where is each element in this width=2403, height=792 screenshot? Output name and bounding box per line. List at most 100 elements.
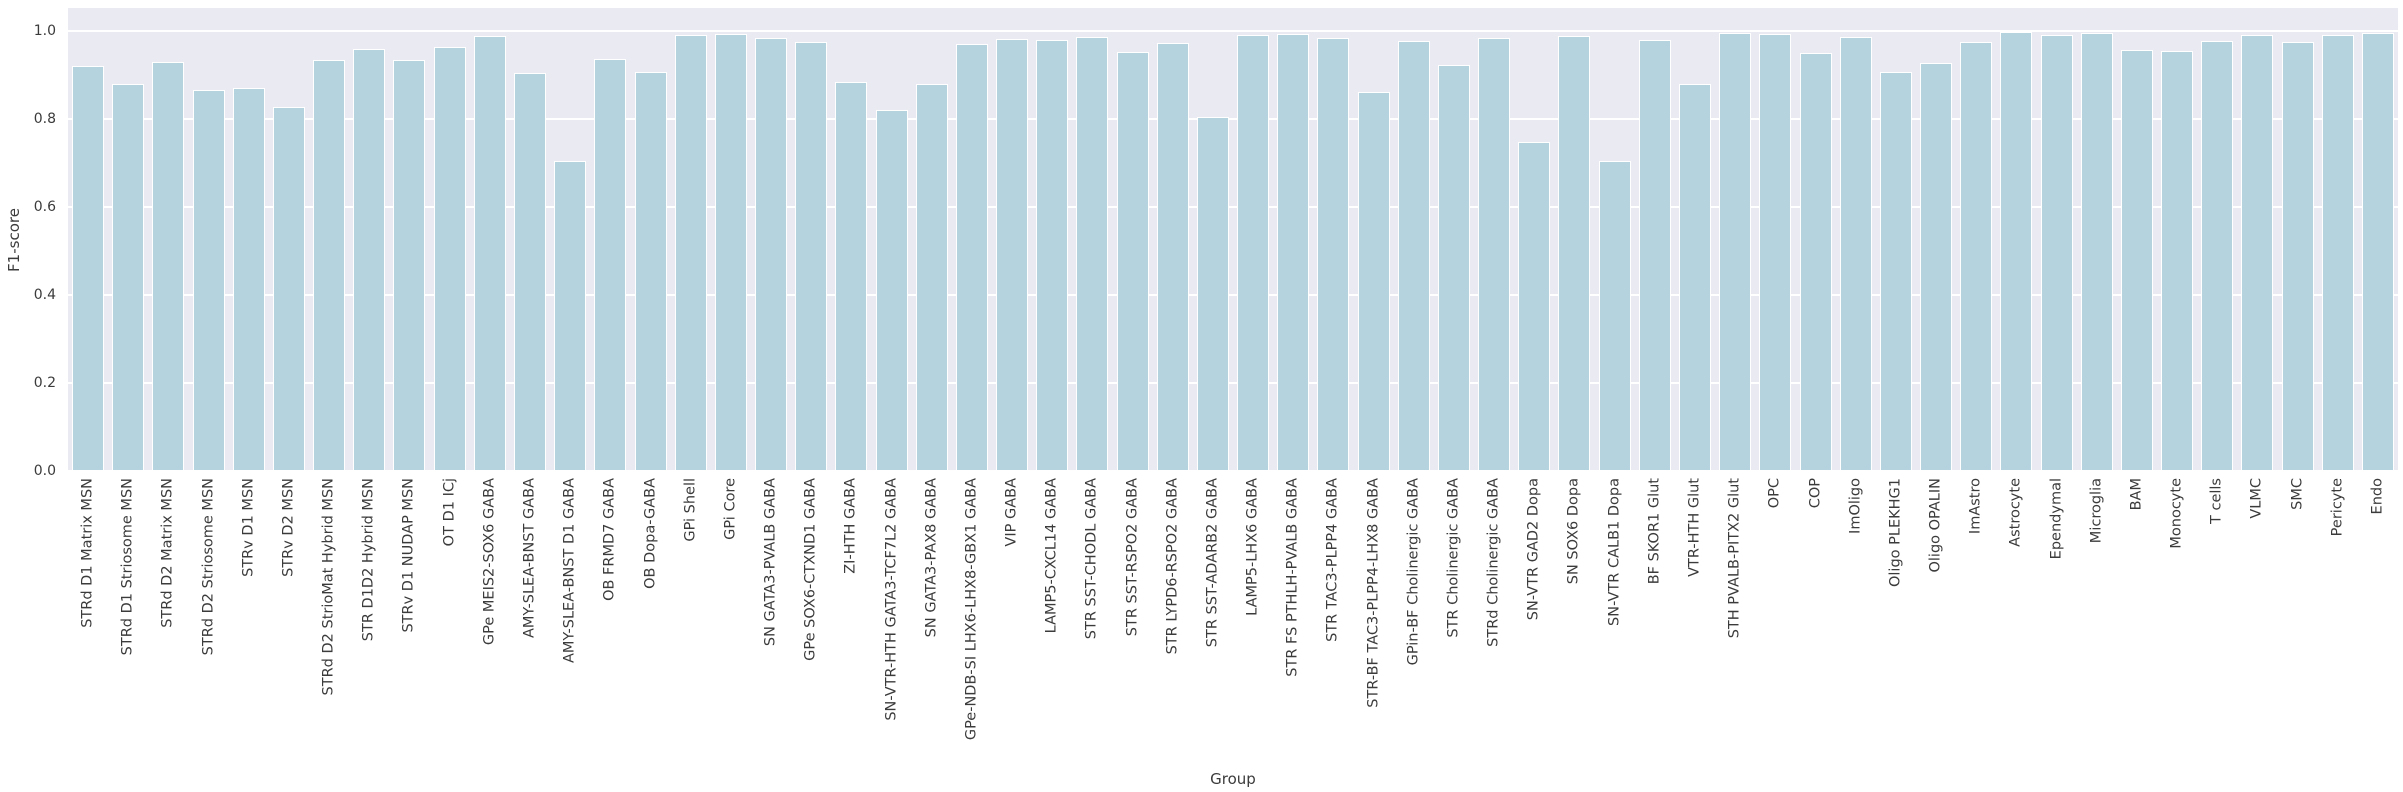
- x-tick-label: STRd D2 Striosome MSN: [200, 478, 217, 656]
- bar: [2000, 31, 2033, 471]
- bar: [2281, 42, 2314, 471]
- bar: [1196, 116, 1229, 471]
- bar: [955, 44, 988, 471]
- bar: [353, 48, 386, 471]
- bar: [1638, 39, 1671, 471]
- bar: [1156, 42, 1189, 471]
- x-tick-label: STR SST-CHODL GABA: [1083, 478, 1100, 640]
- bar: [554, 160, 587, 471]
- x-tick-label: SN GATA3-PAX8 GABA: [923, 478, 940, 638]
- bar: [1036, 39, 1069, 471]
- bar: [1277, 34, 1310, 471]
- y-tick-label: 0.0: [33, 463, 56, 479]
- bar: [996, 38, 1029, 471]
- x-tick-label: STRv D1 MSN: [240, 478, 257, 577]
- x-tick-label: GPi Core: [722, 478, 739, 540]
- gridline: [68, 470, 2398, 472]
- x-tick-label: T cells: [2208, 478, 2225, 524]
- x-tick-label: GPe SOX6-CTXND1 GABA: [802, 478, 819, 661]
- x-tick-label: SN-VTR-HTH GATA3-TCF7L2 GABA: [883, 478, 900, 721]
- bar: [1317, 38, 1350, 471]
- x-tick-label: Microglia: [2088, 478, 2105, 544]
- x-tick-label: STR FS PTHLH-PVALB GABA: [1284, 478, 1301, 677]
- x-tick-label: Ependymal: [2048, 478, 2065, 560]
- y-tick-label: 0.6: [33, 199, 56, 215]
- bar: [272, 106, 305, 471]
- gridline: [68, 206, 2398, 208]
- bar: [674, 35, 707, 471]
- x-tick-label: SN GATA3-PVALB GABA: [762, 478, 779, 647]
- x-tick-label: Oligo OPALIN: [1927, 478, 1944, 573]
- bar: [1357, 91, 1390, 471]
- bar: [1076, 37, 1109, 471]
- x-tick-label: Astrocyte: [2007, 478, 2024, 547]
- x-tick-label: STRd D2 StrioMat Hybrid MSN: [320, 478, 337, 696]
- bar: [513, 72, 546, 471]
- bar: [1759, 34, 1792, 471]
- x-tick-label: BAM: [2128, 478, 2145, 511]
- y-axis-title: F1-score: [5, 208, 23, 272]
- plot-area: [68, 8, 2398, 472]
- bar: [2120, 49, 2153, 471]
- x-tick-label: Oligo PLEKHG1: [1887, 478, 1904, 588]
- bar: [1598, 161, 1631, 471]
- x-tick-label: STRv D1 NUDAP MSN: [400, 478, 417, 633]
- x-tick-label: GPe-NDB-SI LHX6-LHX8-GBX1 GABA: [963, 478, 980, 741]
- x-tick-label: Pericyte: [2329, 478, 2346, 537]
- bar: [2201, 41, 2234, 471]
- bar: [112, 83, 145, 471]
- gridline: [68, 30, 2398, 32]
- x-tick-label: VLMC: [2248, 478, 2265, 519]
- bar: [72, 66, 105, 471]
- bar: [875, 110, 908, 471]
- x-tick-label: GPi Shell: [682, 478, 699, 542]
- bar: [152, 61, 185, 471]
- x-tick-label: STR D1D2 Hybrid MSN: [360, 478, 377, 642]
- x-tick-label: STRd D1 Matrix MSN: [79, 478, 96, 628]
- bar: [393, 60, 426, 471]
- bar: [2361, 33, 2394, 471]
- x-tick-label: STR Cholinergic GABA: [1445, 478, 1462, 638]
- x-tick-label: AMY-SLEA-BNST D1 GABA: [561, 478, 578, 664]
- bar: [1839, 37, 1872, 471]
- x-tick-label: SN-VTR GAD2 Dopa: [1525, 478, 1542, 621]
- x-tick-label: STH PVALB-PITX2 Glut: [1726, 478, 1743, 639]
- bar: [634, 71, 667, 471]
- bar: [1397, 41, 1430, 471]
- x-tick-label: STR SST-RSPO2 GABA: [1124, 478, 1141, 637]
- x-tick-label: STRv D2 MSN: [280, 478, 297, 577]
- x-tick-label: ImAstro: [1967, 478, 1984, 535]
- y-tick-label: 1.0: [33, 23, 56, 39]
- gridline: [68, 118, 2398, 120]
- x-tick-label: GPe MEIS2-SOX6 GABA: [481, 478, 498, 646]
- x-tick-label: ImOligo: [1847, 478, 1864, 534]
- x-tick-label: OPC: [1766, 478, 1783, 509]
- x-tick-label: VTR-HTH Glut: [1686, 478, 1703, 577]
- gridline: [68, 382, 2398, 384]
- bar: [795, 42, 828, 471]
- bar: [232, 88, 265, 471]
- bar: [2241, 34, 2274, 471]
- x-tick-label: STRd Cholinergic GABA: [1485, 478, 1502, 647]
- bar: [2321, 34, 2354, 471]
- bar: [1920, 63, 1953, 471]
- x-tick-label: STR LYPD6-RSPO2 GABA: [1164, 478, 1181, 655]
- bar: [433, 46, 466, 471]
- x-tick-label: STR-BF TAC3-PLPP4-LHX8 GABA: [1365, 478, 1382, 708]
- x-tick-label: STRd D2 Matrix MSN: [159, 478, 176, 628]
- bar: [313, 59, 346, 471]
- bar: [473, 35, 506, 471]
- x-tick-label: STR SST-ADARB2 GABA: [1204, 478, 1221, 648]
- bar: [1799, 53, 1832, 471]
- x-axis-title: Group: [1210, 770, 1256, 788]
- bar: [1678, 83, 1711, 471]
- y-tick-label: 0.2: [33, 375, 56, 391]
- bar: [192, 90, 225, 471]
- x-tick-label: OB Dopa-GABA: [642, 478, 658, 589]
- x-tick-label: LAMP5-CXCL14 GABA: [1043, 478, 1060, 634]
- x-tick-label: VIP GABA: [1003, 478, 1020, 547]
- x-tick-label: OT D1 ICj: [441, 478, 458, 547]
- x-tick-label: Endo: [2369, 478, 2386, 515]
- y-tick-label: 0.8: [33, 111, 56, 127]
- x-tick-label: GPin-BF Cholinergic GABA: [1405, 478, 1422, 666]
